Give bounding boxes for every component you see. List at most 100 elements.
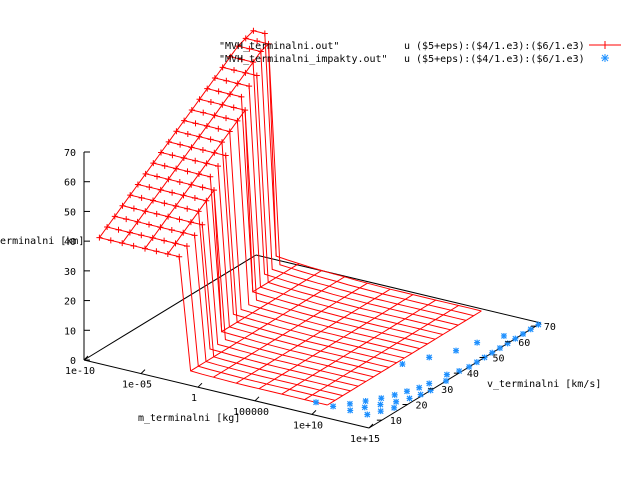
surface-point [265,40,272,47]
impact-point [426,380,433,387]
impact-point [346,400,353,407]
surface-series [96,27,482,406]
impact-point [362,398,369,405]
surface-point [134,218,141,225]
surface-point [149,234,156,241]
impact-point [473,359,480,366]
surface-point [107,237,114,244]
legend-series-2-name: "MVH_terminalni_impakty.out" [219,54,388,65]
impact-point [330,403,337,410]
surface-point [195,171,202,178]
surface-point [192,157,199,164]
surface-point [261,30,268,37]
surface-point [230,104,237,111]
surface-line-velocity [213,282,368,378]
legend-series-1-using: u ($5+eps):($4/1.e3):($6/1.e3) [404,41,585,52]
surface-point [235,43,242,50]
surface-point [183,243,190,250]
surface-point [146,221,153,228]
impact-point [377,408,384,415]
impact-point [426,354,433,361]
surface-point [165,176,172,183]
surface-point [150,197,157,204]
surface-point [165,138,172,145]
surface-point [203,160,210,167]
legend-series-2-using: u ($5+eps):($4/1.e3):($6/1.e3) [404,54,585,65]
impact-point [500,332,507,339]
surface-line-velocity [144,108,300,293]
x-tick-mark [197,382,203,388]
surface-point [234,117,241,124]
surface-point [150,160,157,167]
surface-point [242,69,249,76]
surface-point [250,27,257,34]
surface-point [173,165,180,172]
surface-line-velocity [167,188,323,333]
surface-point [115,226,122,233]
surface-point [195,208,202,215]
tick-labels: 0 10 20 30 40 50 60 70 1e-10 1e-05 1 100000 1e+10 1e+… [64,148,556,445]
surface-point [246,83,253,90]
surface-point [242,107,249,114]
surface-point [161,162,168,169]
axes [83,152,542,429]
surface-point [184,205,191,212]
surface-point [211,75,218,82]
surface-point [111,213,118,220]
surface-point [257,48,264,55]
surface-point [227,53,234,60]
surface-point [226,128,233,135]
surface-point [153,248,160,255]
surface-point [127,192,134,199]
y-tick-label: 70 [544,322,556,333]
surface-point [215,163,222,170]
surface-line-mass [245,37,474,317]
surface-point [238,93,245,100]
surface-line-velocity [258,294,414,390]
surface-point [142,208,149,215]
impact-point [443,371,450,378]
z-axis-label: h_terminalni [km] [0,236,84,247]
surface-point [227,91,234,98]
surface-point [146,184,153,191]
surface-point [180,229,187,236]
surface-point [184,130,191,137]
surface-line-velocity [304,305,459,401]
surface-point [234,80,241,87]
surface-point [165,213,172,220]
surface-point [184,168,191,175]
y-tick-label: 50 [493,353,505,364]
impact-point [520,330,527,337]
impact-point [456,368,463,375]
surface-point [104,224,111,231]
base-edge-back [255,254,542,324]
surface-point [154,173,161,180]
surface-point [219,139,226,146]
impact-point [474,339,481,346]
surface-point [211,112,218,119]
surface-point [176,216,183,223]
surface-point [153,210,160,217]
y-tick-label: 30 [441,385,453,396]
impact-point [361,404,368,411]
impact-point [377,401,384,408]
y-tick-label: 10 [390,416,402,427]
surface-point [238,56,245,63]
z-tick-label: 0 [70,356,76,367]
surface-point [188,144,195,151]
impact-point [393,398,400,405]
x-tick-mark [254,396,260,402]
x-tick-mark [368,423,374,429]
surface-point [253,72,260,79]
y-tick-label: 60 [518,338,530,349]
z-tick-label: 50 [64,207,76,218]
z-tick-label: 20 [64,297,76,308]
surface-point [250,59,257,66]
surface-line-mass [222,66,451,331]
surface-point [215,88,222,95]
surface-point [126,229,133,236]
impact-point [399,361,406,368]
surface-point [123,216,130,223]
legend-series-1-marker [589,41,621,49]
